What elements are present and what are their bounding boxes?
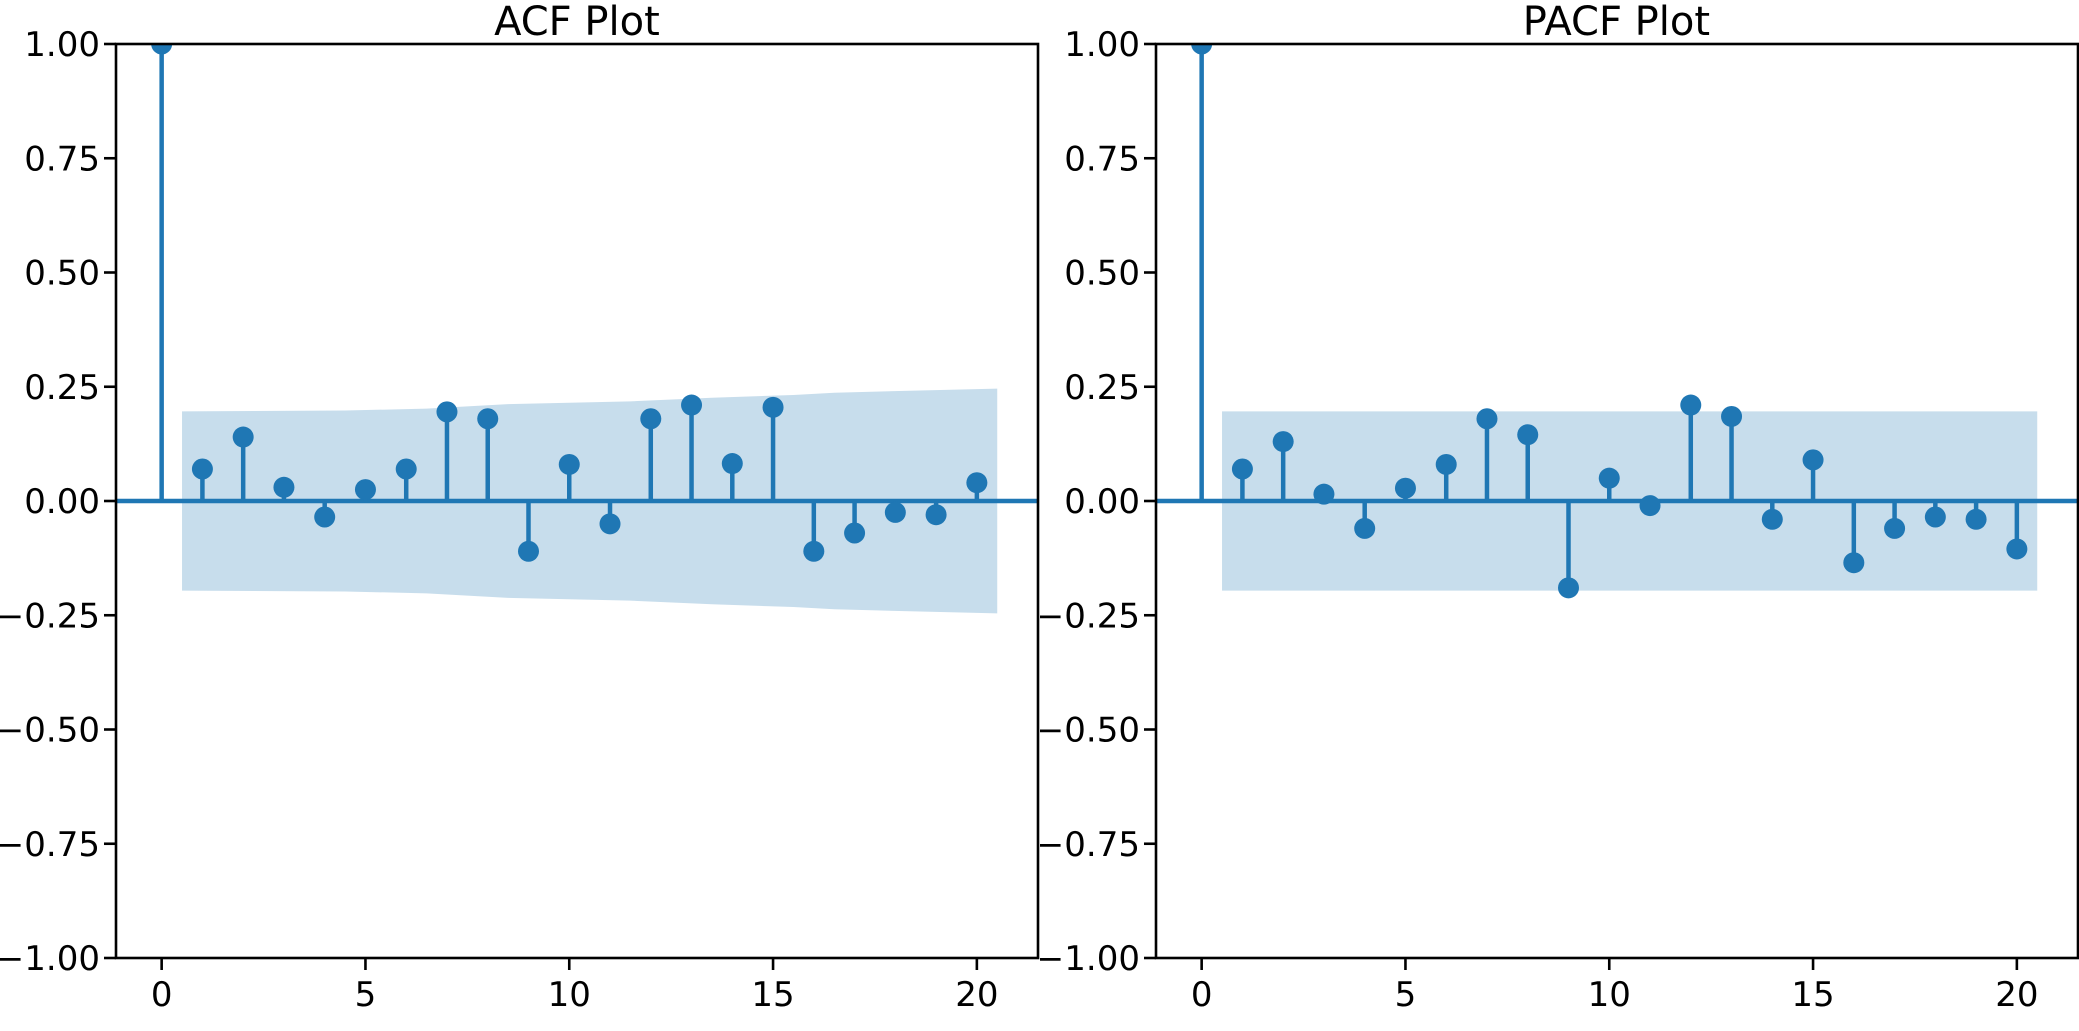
stem-marker (1720, 405, 1742, 427)
y-tick-label: −0.25 (0, 596, 100, 636)
acf-subplot: 0 5 10 15 20 1.00 0.75 0.50 0.25 0.00 −0.25 −0.50 −0… (0, 0, 1040, 1015)
y-tick-label: 0.00 (1064, 482, 1140, 522)
stem-marker (354, 479, 376, 501)
x-tick-label: 0 (151, 975, 173, 1015)
acf-title: ACF Plot (494, 0, 660, 45)
stem-marker (1190, 44, 1212, 55)
stem-marker (1639, 495, 1661, 517)
stem-marker (1435, 453, 1457, 475)
stem-marker (1557, 577, 1579, 599)
stem-marker (191, 458, 213, 480)
y-tick-label: 0.25 (1064, 368, 1140, 408)
stem-marker (151, 44, 173, 55)
y-tick-label: −0.75 (1040, 825, 1140, 865)
stem-marker (1394, 477, 1416, 499)
x-tick-label: 15 (1791, 975, 1834, 1015)
y-tick-label: −1.00 (1040, 939, 1140, 979)
stem-marker (844, 522, 866, 544)
stem-marker (395, 458, 417, 480)
plot-area (1155, 44, 2078, 599)
stem-marker (640, 408, 662, 430)
x-tick-label: 10 (548, 975, 591, 1015)
stem-marker (232, 426, 254, 448)
x-tick-label: 5 (1394, 975, 1416, 1015)
stem-marker (477, 408, 499, 430)
acf-canvas: 0 5 10 15 20 1.00 0.75 0.50 0.25 0.00 −0.25 −0.50 −0… (0, 25, 1040, 1015)
stem-marker (314, 506, 336, 528)
stem-marker (1842, 552, 1864, 574)
x-tick-label: 10 (1587, 975, 1630, 1015)
stem-marker (1598, 467, 1620, 489)
pacf-subplot: 0 5 10 15 20 1.00 0.75 0.50 0.25 0.00 −0.25 −0.50 −0… (1040, 0, 2079, 1031)
stem-marker (1965, 508, 1987, 530)
stem-marker (517, 540, 539, 562)
y-tick-label: 0.75 (24, 139, 100, 179)
stem-marker (1475, 408, 1497, 430)
stem-marker (558, 453, 580, 475)
y-tick-label: 0.75 (1064, 139, 1140, 179)
stem-marker (1761, 508, 1783, 530)
y-tick-label: −0.50 (0, 711, 100, 751)
y-tick-label: −0.75 (0, 825, 100, 865)
stem-marker (925, 504, 947, 526)
stem-marker (1516, 424, 1538, 446)
y-tick-label: 0.50 (24, 254, 100, 294)
x-tick-label: 0 (1190, 975, 1212, 1015)
stem-marker (599, 513, 621, 535)
stem-marker (1924, 506, 1946, 528)
stem-marker (1353, 517, 1375, 539)
stem-marker (1231, 458, 1253, 480)
stem-marker (1312, 483, 1334, 505)
y-tick-label: 1.00 (24, 25, 100, 65)
stem-marker (436, 401, 458, 423)
x-tick-label: 20 (955, 975, 998, 1015)
x-tick-label: 15 (751, 975, 794, 1015)
stem-marker (803, 540, 825, 562)
y-tick-label: 1.00 (1064, 25, 1140, 65)
stem-marker (1679, 394, 1701, 416)
stems (1190, 44, 2027, 599)
y-tick-label: −0.25 (1040, 596, 1140, 636)
stem-marker (2005, 538, 2027, 560)
stem-marker (762, 396, 784, 418)
pacf-canvas: 0 5 10 15 20 1.00 0.75 0.50 0.25 0.00 −0.25 −0.50 −0… (1040, 25, 2079, 1015)
stem-marker (1272, 431, 1294, 453)
y-tick-label: 0.00 (24, 482, 100, 522)
stems (151, 44, 988, 562)
stem-marker (721, 453, 743, 475)
stem-marker (884, 501, 906, 523)
stem-marker (1802, 449, 1824, 471)
stem-marker (966, 472, 988, 494)
x-tick-label: 5 (355, 975, 377, 1015)
stem-marker (681, 394, 703, 416)
y-tick-label: 0.25 (24, 368, 100, 408)
x-tick-label: 20 (1995, 975, 2038, 1015)
y-tick-label: −0.50 (1040, 711, 1140, 751)
plot-area (116, 44, 1038, 614)
y-tick-label: 0.50 (1064, 254, 1140, 294)
stem-marker (273, 476, 295, 498)
y-tick-label: −1.00 (0, 939, 100, 979)
pacf-title: PACF Plot (1522, 0, 1711, 45)
stem-marker (1883, 517, 1905, 539)
